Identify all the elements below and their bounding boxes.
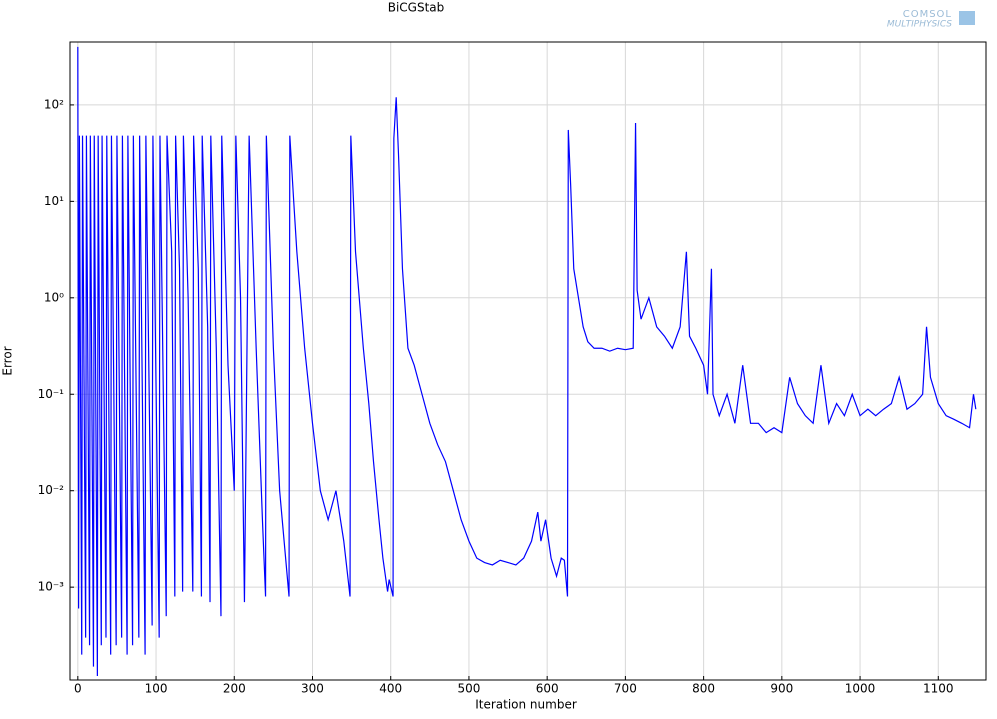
x-tick-label: 300: [301, 682, 324, 696]
x-tick-label: 500: [457, 682, 480, 696]
x-tick-label: 0: [74, 682, 82, 696]
y-tick-label: 10⁰: [44, 290, 64, 304]
logo-icon: [959, 11, 975, 25]
x-tick-label: 800: [692, 682, 715, 696]
x-tick-label: 900: [770, 682, 793, 696]
y-tick-label: 10¹: [44, 194, 64, 208]
logo-text: COMSOL: [903, 9, 952, 20]
y-tick-label: 10⁻²: [38, 483, 65, 497]
x-axis-label: Iteration number: [475, 698, 577, 712]
x-tick-label: 1000: [845, 682, 876, 696]
x-tick-label: 700: [614, 682, 637, 696]
logo-text: MULTIPHYSICS: [887, 20, 952, 30]
y-tick-label: 10²: [44, 97, 64, 111]
x-tick-label: 200: [223, 682, 246, 696]
chart-title: BiCGStab: [388, 1, 445, 15]
x-tick-label: 600: [536, 682, 559, 696]
plot-frame: [69, 41, 987, 681]
y-tick-label: 10⁻¹: [38, 387, 65, 401]
x-tick-label: 1100: [923, 682, 954, 696]
y-tick-label: 10⁻³: [38, 580, 65, 594]
y-axis-label: Error: [1, 346, 15, 375]
x-tick-label: 400: [379, 682, 402, 696]
x-tick-label: 100: [145, 682, 168, 696]
data-line: [77, 46, 977, 676]
